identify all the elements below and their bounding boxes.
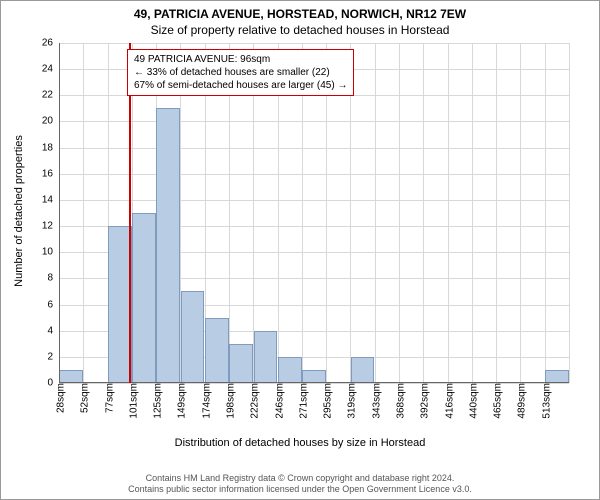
ytick-label: 12	[42, 221, 59, 232]
xtick-label: 465sqm	[489, 383, 504, 419]
footer-attribution: Contains HM Land Registry data © Crown c…	[1, 473, 599, 496]
footer-line2: Contains public sector information licen…	[1, 484, 599, 495]
ytick-label: 6	[47, 299, 59, 310]
xtick-label: 271sqm	[294, 383, 309, 419]
ytick-label: 18	[42, 142, 59, 153]
title-line2: Size of property relative to detached ho…	[1, 23, 599, 37]
ytick-label: 22	[42, 90, 59, 101]
gridline-h	[59, 43, 569, 44]
gridline-v	[423, 43, 424, 383]
xtick-label: 174sqm	[197, 383, 212, 419]
ytick-label: 4	[47, 325, 59, 336]
annotation-line: ← 33% of detached houses are smaller (22…	[134, 66, 347, 79]
ytick-label: 8	[47, 273, 59, 284]
title-line1: 49, PATRICIA AVENUE, HORSTEAD, NORWICH, …	[1, 7, 599, 21]
gridline-h	[59, 174, 569, 175]
gridline-v	[520, 43, 521, 383]
xtick-label: 416sqm	[440, 383, 455, 419]
ytick-label: 2	[47, 351, 59, 362]
ytick-label: 26	[42, 38, 59, 49]
xtick-label: 368sqm	[392, 383, 407, 419]
xtick-label: 125sqm	[149, 383, 164, 419]
footer-line1: Contains HM Land Registry data © Crown c…	[1, 473, 599, 484]
xtick-label: 149sqm	[173, 383, 188, 419]
histogram-bar	[181, 291, 205, 383]
gridline-h	[59, 148, 569, 149]
xtick-label: 246sqm	[270, 383, 285, 419]
ytick-label: 10	[42, 247, 59, 258]
ytick-label: 16	[42, 168, 59, 179]
xtick-label: 198sqm	[222, 383, 237, 419]
annotation-line: 67% of semi-detached houses are larger (…	[134, 79, 347, 92]
gridline-v	[496, 43, 497, 383]
histogram-bar	[278, 357, 302, 383]
xtick-label: 295sqm	[319, 383, 334, 419]
xtick-label: 77sqm	[100, 383, 115, 413]
histogram-bar	[254, 331, 278, 383]
xtick-label: 440sqm	[464, 383, 479, 419]
ytick-label: 20	[42, 116, 59, 127]
annotation-box: 49 PATRICIA AVENUE: 96sqm← 33% of detach…	[127, 49, 354, 96]
xtick-label: 392sqm	[416, 383, 431, 419]
gridline-v	[83, 43, 84, 383]
ytick-label: 24	[42, 64, 59, 75]
xtick-label: 52sqm	[76, 383, 91, 413]
histogram-bar	[132, 213, 156, 383]
histogram-bar	[351, 357, 375, 383]
gridline-v	[472, 43, 473, 383]
xtick-label: 319sqm	[343, 383, 358, 419]
ytick-label: 14	[42, 194, 59, 205]
histogram-bar	[156, 108, 180, 383]
gridline-v	[399, 43, 400, 383]
gridline-h	[59, 200, 569, 201]
histogram-bar	[205, 318, 229, 383]
histogram-bar	[229, 344, 253, 383]
xtick-label: 343sqm	[367, 383, 382, 419]
gridline-v	[545, 43, 546, 383]
histogram-chart: 0246810121416182022242628sqm52sqm77sqm10…	[59, 43, 569, 383]
xtick-label: 28sqm	[52, 383, 67, 413]
xtick-label: 489sqm	[513, 383, 528, 419]
xtick-label: 222sqm	[246, 383, 261, 419]
x-axis-label: Distribution of detached houses by size …	[1, 437, 599, 449]
xtick-label: 513sqm	[537, 383, 552, 419]
gridline-h	[59, 121, 569, 122]
annotation-line: 49 PATRICIA AVENUE: 96sqm	[134, 53, 347, 66]
gridline-v	[375, 43, 376, 383]
xtick-label: 101sqm	[124, 383, 139, 419]
y-axis-label: Number of detached properties	[13, 135, 25, 287]
gridline-v	[448, 43, 449, 383]
